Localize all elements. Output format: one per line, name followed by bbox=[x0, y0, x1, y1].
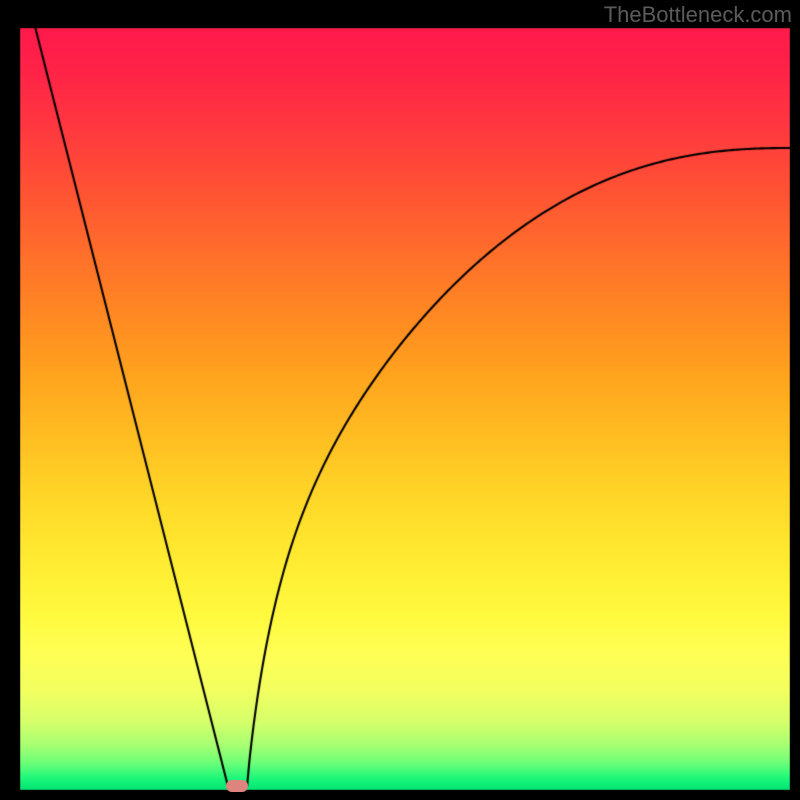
chart-stage: TheBottleneck.com bbox=[0, 0, 800, 800]
bottleneck-curve bbox=[0, 0, 800, 800]
